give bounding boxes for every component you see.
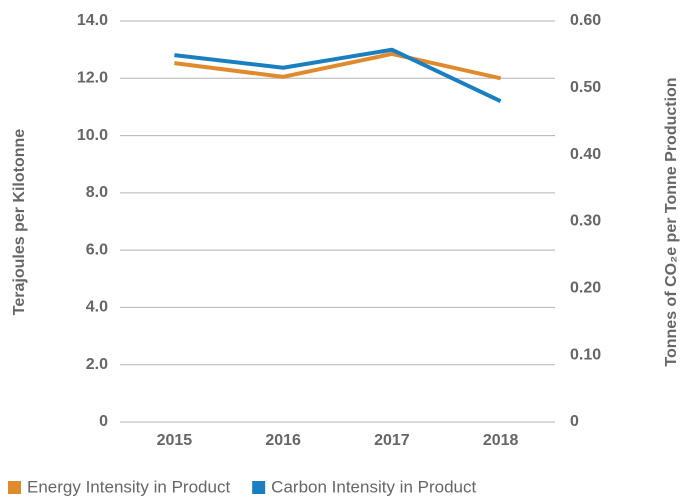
y-tick-label: 2.0 — [86, 356, 108, 373]
y-tick-label: 10.0 — [77, 127, 108, 144]
y2-tick-label: 0.20 — [570, 280, 601, 297]
y2-tick-label: 0.30 — [570, 213, 601, 230]
y-tick-label: 0 — [99, 413, 108, 430]
x-tick-label: 2016 — [265, 432, 301, 449]
y-tick-label: 8.0 — [86, 184, 108, 201]
y2-axis-title: Tonnes of CO₂e per Tonne Production — [663, 77, 680, 366]
data-line — [174, 47, 502, 104]
legend-swatch — [252, 481, 266, 494]
legend-swatch — [8, 481, 21, 494]
y-axis-title: Terajoules per Kilotonne — [11, 129, 28, 316]
y-tick-label: 6.0 — [86, 241, 108, 258]
y-tick-label: 12.0 — [77, 70, 108, 87]
y2-tick-label: 0.60 — [570, 12, 601, 29]
y2-tick-label: 0.10 — [570, 346, 601, 363]
legend-label: Carbon Intensity in Product — [271, 477, 476, 496]
y2-tick-label: 0.50 — [570, 79, 601, 96]
y-tick-label: 4.0 — [86, 299, 108, 316]
data-line — [174, 51, 502, 81]
x-tick-label: 2015 — [157, 432, 193, 449]
y-tick-label: 14.0 — [77, 12, 108, 29]
y2-tick-label: 0 — [570, 413, 579, 430]
x-tick-label: 2017 — [374, 432, 410, 449]
x-tick-label: 2018 — [483, 432, 519, 449]
legend-label: Energy Intensity in Product — [27, 477, 230, 496]
y2-tick-label: 0.40 — [570, 146, 601, 163]
